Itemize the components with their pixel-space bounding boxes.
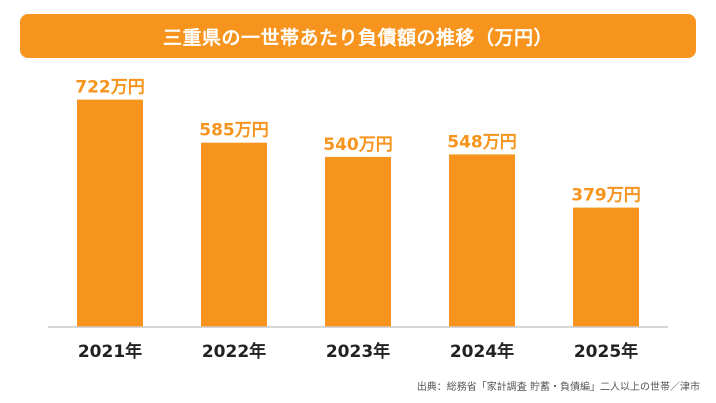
bar-2024年: [449, 154, 515, 327]
data-label-2025年: 379万円: [571, 186, 641, 206]
x-tick-label-2025年: 2025年: [574, 341, 638, 362]
chart-title: 三重県の一世帯あたり負債額の推移（万円）: [162, 26, 553, 49]
x-tick-label-2024年: 2024年: [450, 341, 514, 362]
bar-2025年: [573, 207, 639, 327]
labels-layer: 722万円 2021年 585万円 2022年 540万円 2023年 548万円 2024年…: [75, 78, 641, 362]
bar-2023年: [325, 156, 391, 327]
bar-2022年: [201, 142, 267, 327]
x-tick-label-2023年: 2023年: [326, 341, 390, 362]
bars-layer: [77, 99, 639, 327]
data-label-2024年: 548万円: [447, 132, 517, 152]
source-note: 出典：総務省「家計調査 貯蓄・負債編」二人以上の世帯／津市: [416, 382, 700, 393]
x-tick-label-2021年: 2021年: [78, 341, 142, 362]
title-banner: 三重県の一世帯あたり負債額の推移（万円）: [20, 14, 696, 58]
data-label-2023年: 540万円: [323, 135, 393, 155]
x-tick-label-2022年: 2022年: [202, 341, 266, 362]
bar-2021年: [77, 99, 143, 327]
data-label-2021年: 722万円: [75, 78, 145, 98]
data-label-2022年: 585万円: [199, 121, 269, 141]
